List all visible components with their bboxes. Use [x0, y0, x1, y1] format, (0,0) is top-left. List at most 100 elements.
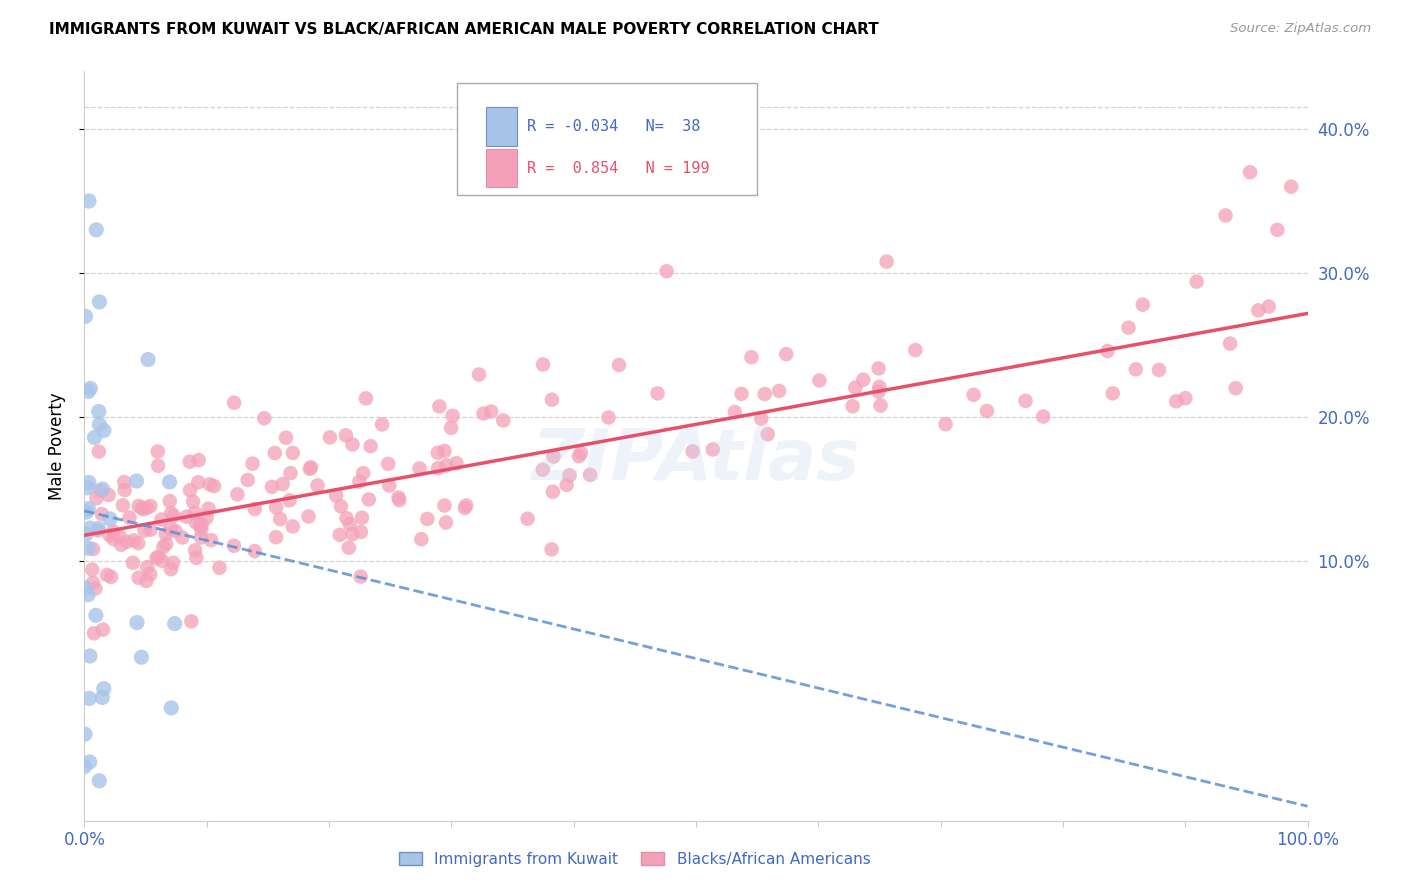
- Point: [702, 442, 724, 457]
- Point: [264, 530, 287, 544]
- Point: [281, 519, 304, 533]
- Point: [1174, 391, 1197, 405]
- Point: [77, 475, 100, 490]
- Point: [112, 475, 135, 489]
- Point: [868, 361, 890, 376]
- Point: [111, 498, 134, 512]
- Point: [492, 413, 515, 427]
- Point: [159, 494, 181, 508]
- Point: [446, 456, 468, 470]
- Point: [134, 524, 156, 538]
- Point: [184, 516, 207, 530]
- Point: [852, 373, 875, 387]
- Point: [155, 527, 177, 541]
- Point: [775, 347, 797, 361]
- Point: [263, 446, 285, 460]
- Point: [150, 554, 173, 568]
- Point: [160, 506, 183, 520]
- Point: [224, 395, 246, 409]
- Point: [408, 461, 430, 475]
- Point: [841, 399, 863, 413]
- Point: [90, 507, 112, 521]
- Point: [1257, 300, 1279, 314]
- Point: [93, 424, 115, 438]
- Point: [165, 524, 187, 538]
- Point: [426, 446, 449, 460]
- Point: [128, 571, 150, 585]
- Point: [335, 511, 357, 525]
- Point: [84, 223, 107, 237]
- Point: [79, 521, 101, 535]
- Point: [83, 430, 105, 444]
- Point: [434, 516, 457, 530]
- Point: [75, 505, 97, 519]
- Point: [73, 759, 96, 773]
- Point: [253, 411, 276, 425]
- Point: [531, 463, 554, 477]
- Point: [307, 478, 329, 492]
- Point: [1225, 381, 1247, 395]
- Point: [202, 479, 225, 493]
- Point: [191, 517, 214, 532]
- Point: [433, 443, 456, 458]
- Point: [82, 575, 104, 590]
- Point: [319, 430, 342, 444]
- Point: [162, 556, 184, 570]
- Point: [543, 450, 565, 464]
- Point: [357, 492, 380, 507]
- Point: [125, 615, 148, 630]
- Point: [335, 428, 357, 442]
- Point: [236, 473, 259, 487]
- Point: [122, 533, 145, 548]
- Point: [83, 626, 105, 640]
- Point: [89, 417, 111, 432]
- Point: [82, 563, 104, 577]
- Point: [179, 483, 201, 498]
- Point: [647, 386, 669, 401]
- Point: [190, 523, 212, 537]
- Point: [89, 773, 111, 788]
- Point: [1185, 275, 1208, 289]
- Point: [724, 405, 747, 419]
- Point: [103, 524, 125, 539]
- Point: [472, 407, 495, 421]
- Point: [184, 506, 207, 520]
- Point: [187, 453, 209, 467]
- Point: [555, 478, 578, 492]
- Point: [349, 475, 371, 489]
- Point: [139, 567, 162, 582]
- Point: [754, 387, 776, 401]
- Point: [180, 615, 202, 629]
- Point: [91, 482, 114, 496]
- Point: [79, 648, 101, 663]
- Point: [115, 534, 138, 549]
- Point: [269, 512, 291, 526]
- Point: [388, 493, 411, 508]
- Point: [77, 501, 100, 516]
- Point: [516, 512, 538, 526]
- Point: [152, 540, 174, 554]
- Point: [371, 417, 394, 432]
- Point: [280, 466, 302, 480]
- Point: [740, 350, 762, 364]
- Point: [188, 518, 211, 533]
- Point: [350, 524, 373, 539]
- FancyBboxPatch shape: [457, 83, 758, 195]
- Point: [868, 384, 890, 399]
- Point: [75, 581, 97, 595]
- Text: R = -0.034   N=  38: R = -0.034 N= 38: [527, 120, 700, 135]
- Point: [82, 542, 104, 557]
- Point: [79, 755, 101, 769]
- Text: R =  0.854   N = 199: R = 0.854 N = 199: [527, 161, 710, 176]
- Point: [93, 681, 115, 696]
- Point: [87, 522, 110, 536]
- Point: [118, 510, 141, 524]
- Point: [150, 512, 173, 526]
- Point: [243, 502, 266, 516]
- Point: [100, 570, 122, 584]
- Point: [159, 475, 181, 489]
- Point: [730, 386, 752, 401]
- Point: [342, 527, 364, 541]
- Point: [531, 358, 554, 372]
- Point: [271, 477, 294, 491]
